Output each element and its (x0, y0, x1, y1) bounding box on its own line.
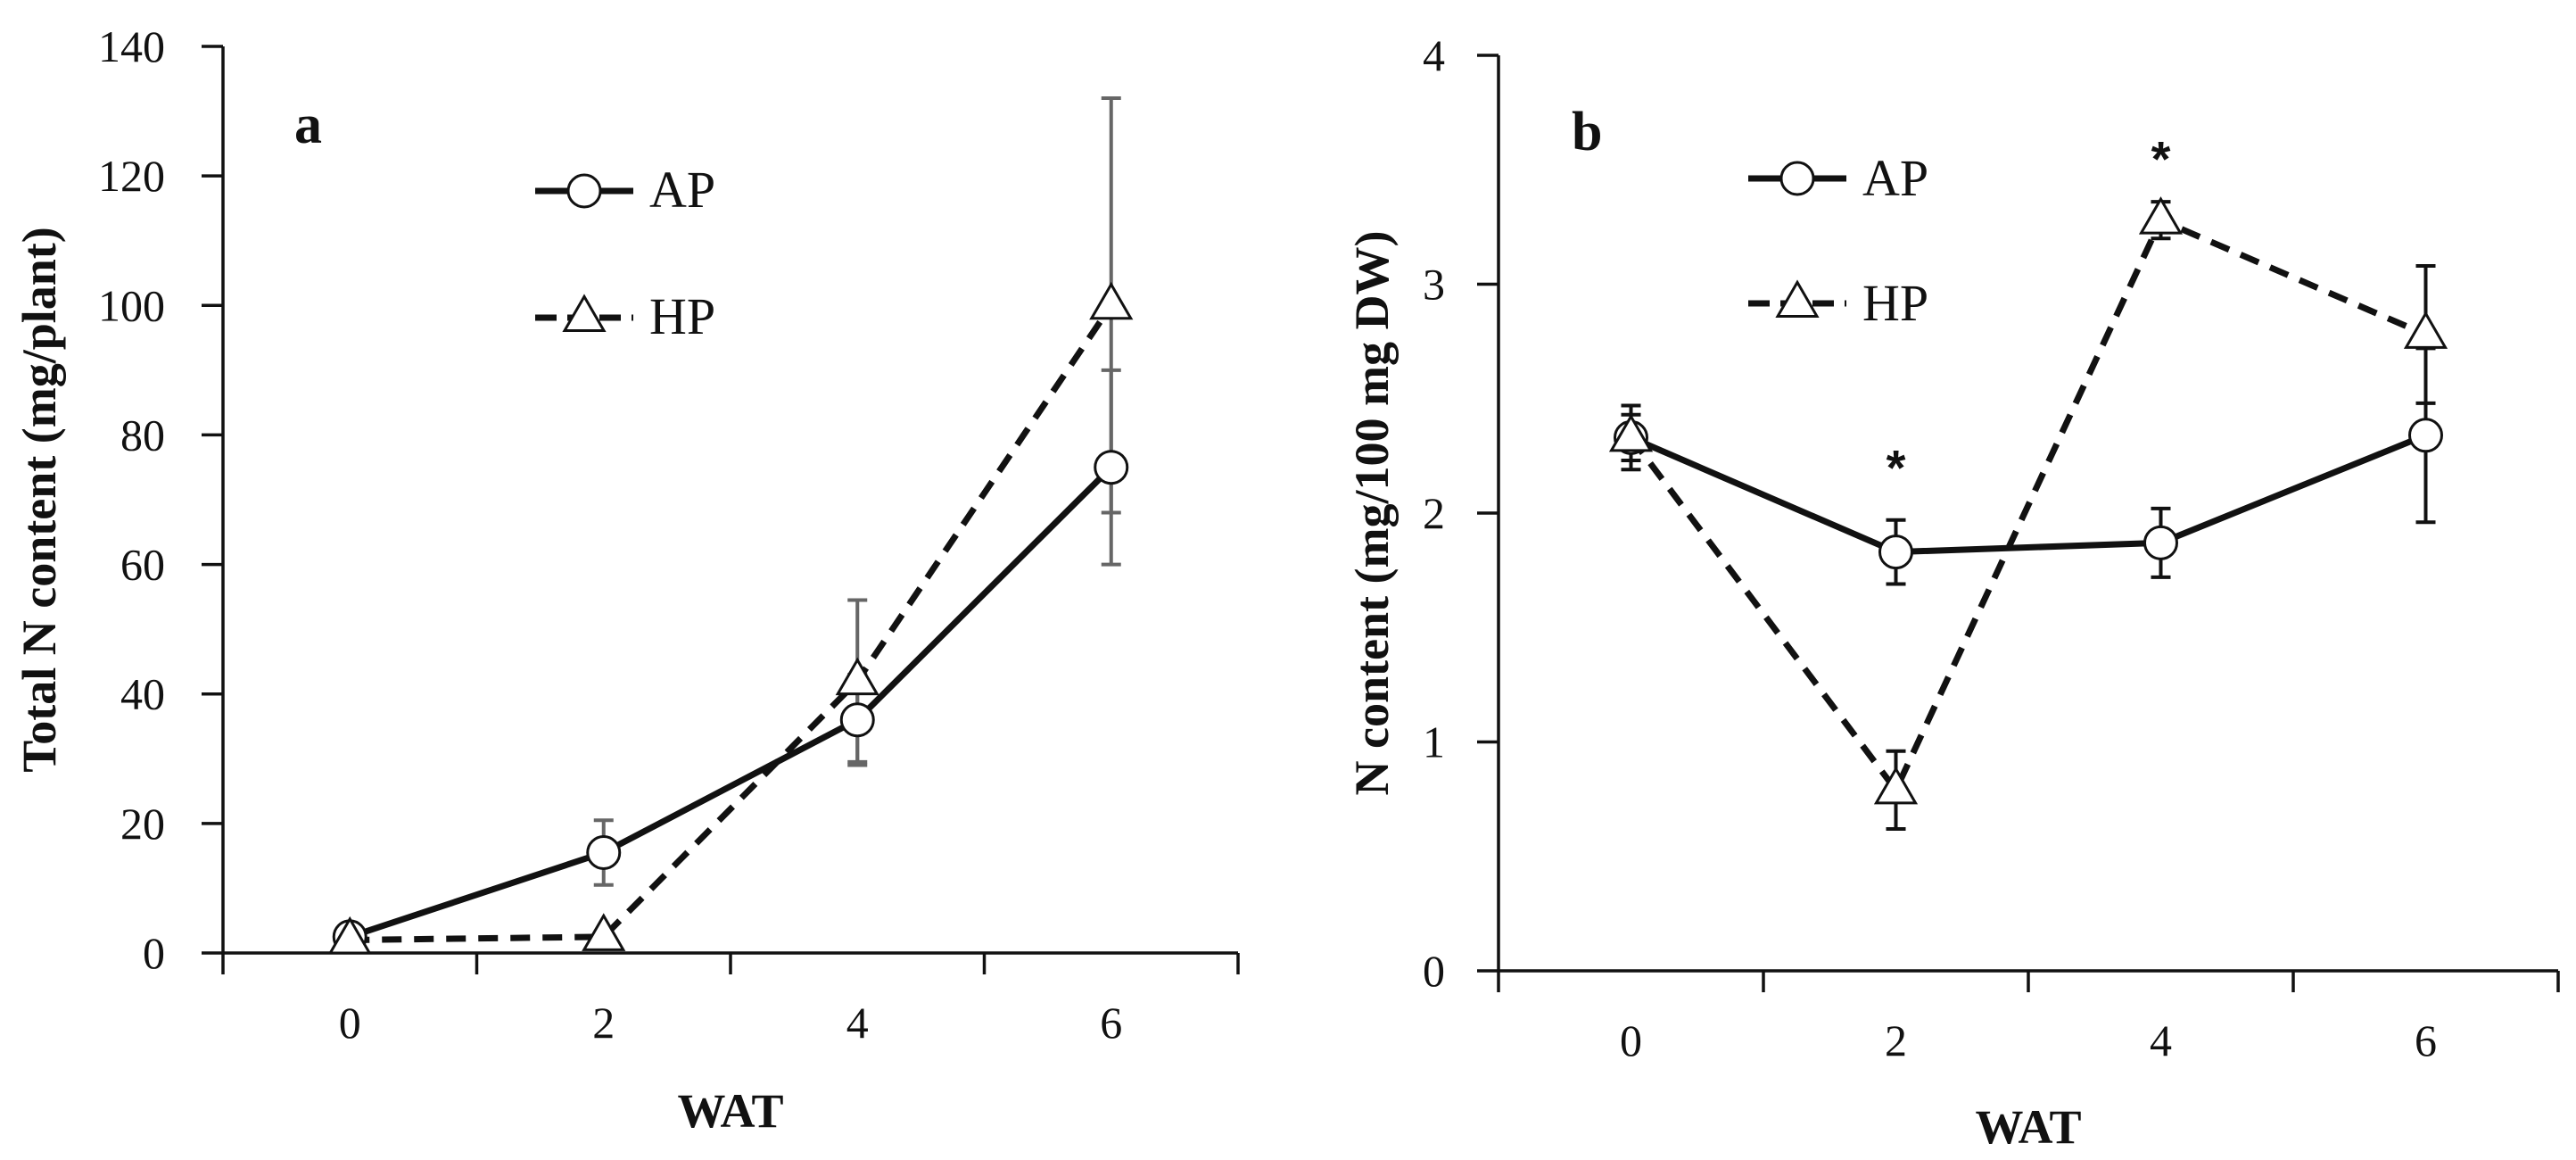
panel-a-x-tick-label: 0 (339, 998, 361, 1048)
panel-b-ap-data-point (1878, 534, 1913, 570)
panel-a-hp-data-point (327, 916, 372, 955)
panel-b-y-tick-label: 3 (1423, 260, 1445, 310)
panel-a-ap-data-point (839, 702, 875, 738)
panel-b-legend-ap-marker (1779, 161, 1815, 196)
panel-b-ap-series-line (1630, 432, 2427, 556)
panel-a-x-tick-label: 6 (1100, 998, 1122, 1048)
panel-b-hp-data-point (2403, 311, 2448, 349)
chart-panel-b: 0 1 2 3 4 0 2 4 6 WAT N content (mg/100 mg DW) b * * A… (1345, 30, 2560, 1154)
panel-b-significance-marker: * (1887, 440, 1906, 496)
panel-a-legend-ap-marker (566, 173, 602, 209)
panel-a-y-tick-label: 40 (120, 669, 165, 719)
panel-b-legend-hp-marker (1775, 279, 1820, 318)
chart-panel-a: 0 20 40 60 80 100 120 140 0 2 4 6 WAT Total N content… (12, 21, 1240, 1138)
panel-b-ap-data-point (2143, 525, 2178, 560)
panel-a-hp-data-point (582, 913, 626, 951)
panel-b-x-axis-title: WAT (1975, 1100, 2081, 1154)
panel-a-ap-series-line (349, 465, 1114, 940)
panel-a-hp-series-line (350, 303, 1114, 943)
panel-b-y-tick-label: 1 (1423, 717, 1445, 767)
panel-a-legend-hp-label: HP (649, 287, 715, 345)
panel-a-legend-hp-marker (562, 294, 607, 332)
panel-a-label: a (294, 95, 322, 155)
panel-a-x-tick-label: 2 (592, 998, 615, 1048)
panel-a-legend-ap-label: AP (649, 161, 715, 219)
panel-b-hp-data-point (2138, 196, 2184, 235)
panel-b-hp-series-line (1628, 216, 2427, 797)
panel-b-y-tick-label: 2 (1423, 488, 1445, 538)
panel-a-hp-data-point (835, 657, 879, 696)
panel-b-significance-marker: * (2151, 130, 2171, 186)
panel-a-y-tick-label: 80 (120, 410, 165, 460)
panel-a-y-tick-label: 140 (98, 21, 165, 71)
panel-a-y-tick-label: 120 (98, 151, 165, 201)
panel-a-ap-data-point (586, 835, 622, 871)
panel-b-y-tick-label: 4 (1423, 30, 1445, 80)
panel-b-legend-ap-label: AP (1862, 149, 1928, 207)
panel-a-hp-data-point (1089, 281, 1134, 320)
panel-a-y-tick-label: 0 (143, 928, 165, 978)
panel-a-y-tick-label: 60 (120, 540, 165, 590)
panel-a-x-axis-title: WAT (677, 1084, 783, 1138)
panel-b-legend-hp-label: HP (1862, 274, 1928, 332)
panel-b-ap-data-point (2408, 418, 2443, 453)
panel-a-y-axis-title: Total N content (mg/plant) (12, 227, 66, 773)
panel-b-hp-data-point (1608, 413, 1654, 452)
panel-a-x-tick-label: 4 (846, 998, 869, 1048)
panel-b-x-tick-label: 2 (1885, 1015, 1907, 1065)
panel-b-x-tick-label: 0 (1620, 1015, 1642, 1065)
panel-b-hp-data-point (1873, 766, 1919, 805)
panel-b-x-tick-label: 6 (2415, 1015, 2437, 1065)
panel-b-y-tick-label: 0 (1423, 946, 1445, 996)
panel-a-y-tick-label: 20 (120, 799, 165, 849)
panel-b-y-axis-title: N content (mg/100 mg DW) (1345, 231, 1399, 796)
panel-a-y-tick-label: 100 (98, 280, 165, 330)
panel-b-x-tick-label: 4 (2150, 1015, 2172, 1065)
panel-b-label: b (1572, 102, 1602, 162)
panel-a-ap-data-point (1094, 450, 1129, 485)
